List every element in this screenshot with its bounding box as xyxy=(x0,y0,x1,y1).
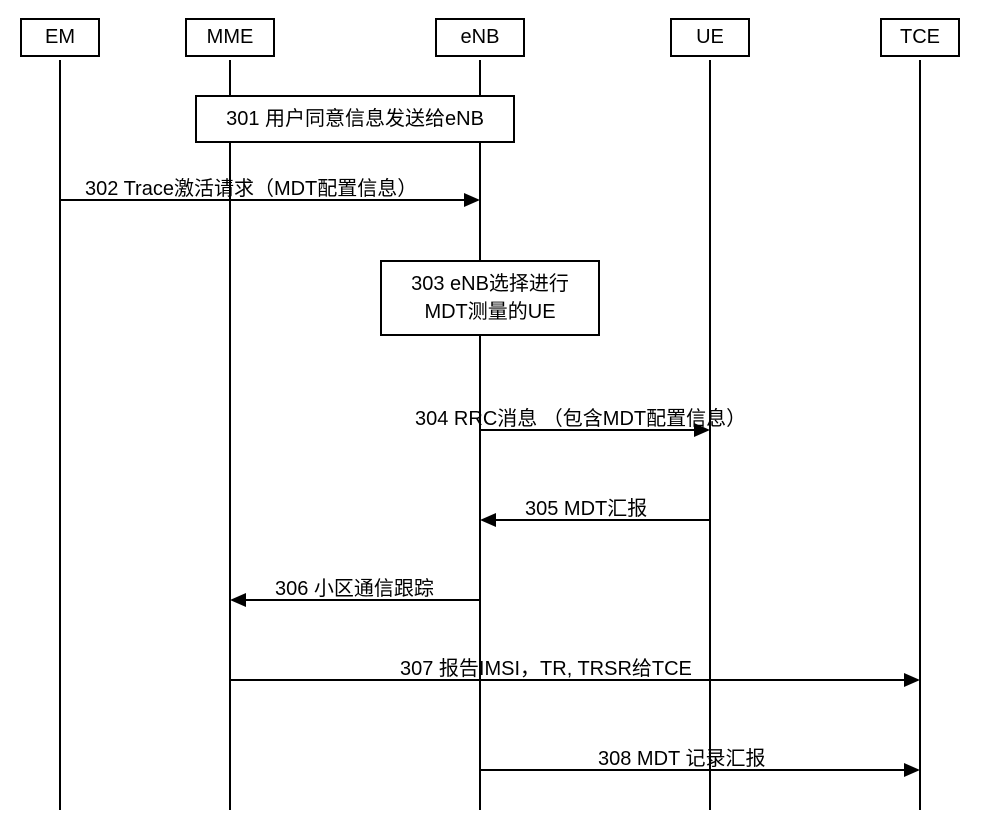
step-303-label-line2: MDT测量的UE xyxy=(424,301,555,323)
step-308-label: 308 MDT 记录汇报 xyxy=(598,742,765,771)
lifeline-tce xyxy=(919,60,921,810)
lifeline-enb xyxy=(479,60,481,810)
actor-label: MME xyxy=(207,26,254,48)
actor-label: EM xyxy=(45,26,75,48)
actor-em: EM xyxy=(20,18,100,57)
lifeline-ue xyxy=(709,60,711,810)
actor-label: TCE xyxy=(900,26,940,48)
actor-tce: TCE xyxy=(880,18,960,57)
step-303-box: 303 eNB选择进行 MDT测量的UE xyxy=(380,260,600,336)
step-305-label: 305 MDT汇报 xyxy=(525,492,647,521)
sequence-diagram: EM MME eNB UE TCE 301 用户同意信息发送给eNB 303 e… xyxy=(0,0,1000,830)
step-304-label: 304 RRC消息 （包含MDT配置信息） xyxy=(415,402,746,431)
step-301-label: 301 用户同意信息发送给eNB xyxy=(226,108,484,130)
actor-ue: UE xyxy=(670,18,750,57)
actor-label: UE xyxy=(696,26,724,48)
actor-mme: MME xyxy=(185,18,275,57)
step-307-label: 307 报告IMSI，TR, TRSR给TCE xyxy=(400,652,692,681)
step-302-label: 302 Trace激活请求（MDT配置信息） xyxy=(85,172,417,201)
step-303-label-line1: 303 eNB选择进行 xyxy=(411,273,569,295)
actor-enb: eNB xyxy=(435,18,525,57)
step-301-box: 301 用户同意信息发送给eNB xyxy=(195,95,515,143)
step-306-label: 306 小区通信跟踪 xyxy=(275,572,434,601)
lifeline-em xyxy=(59,60,61,810)
actor-label: eNB xyxy=(461,26,500,48)
